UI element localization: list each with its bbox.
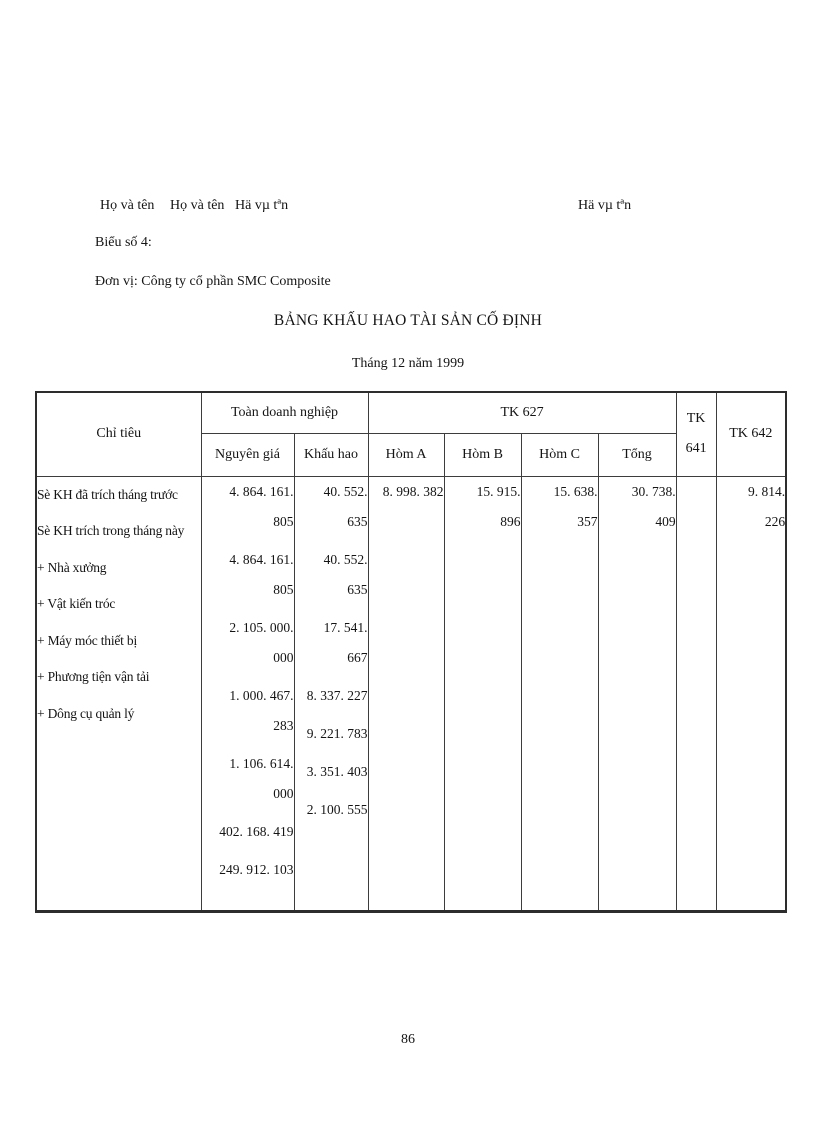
amount-line: 15. 638. — [553, 483, 598, 499]
amount-entry: 17. 541. 667 — [295, 613, 368, 673]
header-hom-b: Hòm B — [443, 432, 522, 477]
form-number: Biểu số 4: — [95, 235, 152, 250]
amount-line: 1. 000. 467. — [229, 687, 294, 703]
label-line: Sè KH trích trong tháng này — [37, 523, 185, 538]
amount-entry: 2. 100. 555 — [295, 795, 368, 825]
header-toan-doanh-nghiep: Toàn doanh nghiệp — [200, 391, 369, 434]
label-line: + Máy móc thiết bị — [37, 632, 137, 648]
cell-khau-hao: 40. 552. 635 40. 552. 635 17. 541. 667 8… — [293, 475, 369, 912]
header-khau-hao: Khấu hao — [293, 432, 369, 477]
amount-entry: 2. 105. 000. 000 — [202, 613, 294, 673]
cell-chi-tieu: Sè KH đã trích tháng trước Sè KH trích t… — [35, 475, 202, 912]
amount-line: 000 — [273, 649, 294, 665]
amount-line: 1. 106. 614. — [229, 755, 294, 771]
amount-line: 635 — [347, 513, 368, 529]
amount-entry: 3. 351. 403 — [295, 757, 368, 787]
amount-line: 15. 915. — [476, 483, 521, 499]
header-tk641: TK 641 — [675, 391, 717, 477]
amount-entry: 40. 552. 635 — [295, 477, 368, 537]
header-hom-a: Hòm A — [367, 432, 445, 477]
amount-entry: 4. 864. 161. 805 — [202, 477, 294, 537]
amount-line: 4. 864. 161. — [229, 551, 294, 567]
header-tk642: TK 642 — [715, 391, 787, 477]
page-number: 86 — [401, 1032, 415, 1047]
header-tk641-line2: 641 — [685, 441, 707, 457]
amount-line: 805 — [273, 581, 294, 597]
amount-line: 357 — [577, 513, 598, 529]
amount-line: 2. 100. 555 — [306, 801, 368, 817]
name-label-3: Hä vµ tªn — [235, 198, 289, 213]
amount-line: 8. 998. 382 — [382, 483, 444, 499]
cell-hom-b: 15. 915. 896 — [443, 475, 522, 912]
depreciation-table: Chỉ tiêu Toàn doanh nghiệp TK 627 TK 641… — [35, 391, 788, 913]
amount-line: 896 — [500, 513, 521, 529]
label-line: + Dông cụ quản lý — [37, 705, 135, 721]
name-label-right: Hä vµ tªn — [578, 198, 632, 213]
amount-line: 40. 552. — [323, 551, 368, 567]
label-line: + Phương tiện vận tải — [37, 669, 150, 684]
amount-line: 3. 351. 403 — [306, 763, 368, 779]
document-subtitle: Tháng 12 năm 1999 — [351, 356, 465, 371]
header-tk627: TK 627 — [367, 391, 677, 434]
amount-entry: 40. 552. 635 — [295, 545, 368, 605]
amount-entry: 402. 168. 419 — [202, 817, 294, 847]
amount-line: 4. 864. 161. — [229, 483, 294, 499]
cell-hom-a: 8. 998. 382 — [367, 475, 445, 912]
amount-line: 249. 912. 103 — [219, 861, 294, 877]
header-chi-tieu: Chỉ tiêu — [35, 391, 202, 477]
amount-entry: 1. 106. 614. 000 — [202, 749, 294, 809]
header-tk641-line1: TK — [686, 411, 706, 427]
amount-line: 805 — [273, 513, 294, 529]
header-hom-c: Hòm C — [520, 432, 599, 477]
amount-line: 17. 541. — [323, 619, 368, 635]
header-nguyen-gia: Nguyên giá — [200, 432, 295, 477]
header-tong: Tổng — [597, 432, 677, 477]
amount-line: 409 — [655, 513, 676, 529]
cell-tk642: 9. 814. 226 — [715, 475, 787, 912]
label-line: + Vật kiến tróc — [37, 596, 116, 611]
amount-entry: 8. 337. 227 — [295, 681, 368, 711]
amount-line: 000 — [273, 785, 294, 801]
amount-line: 635 — [347, 581, 368, 597]
cell-nguyen-gia: 4. 864. 161. 805 4. 864. 161. 805 2. 105… — [200, 475, 295, 912]
amount-entry: 1. 000. 467. 283 — [202, 681, 294, 741]
name-label-1: Họ và tên — [100, 198, 155, 213]
document-title: BẢNG KHẤU HAO TÀI SẢN CỐ ĐỊNH — [273, 312, 543, 329]
label-line: Sè KH đã trích tháng trước — [37, 486, 178, 502]
label-line: + Nhà xưởng — [37, 559, 107, 575]
amount-line: 667 — [347, 649, 368, 665]
cell-tong: 30. 738. 409 — [597, 475, 677, 912]
cell-tk641 — [675, 475, 717, 912]
amount-entry: 9. 221. 783 — [295, 719, 368, 749]
amount-line: 283 — [273, 717, 294, 733]
amount-entry: 249. 912. 103 — [202, 855, 294, 885]
amount-line: 8. 337. 227 — [306, 687, 368, 703]
amount-line: 9. 221. 783 — [306, 725, 368, 741]
amount-line: 9. 814. — [747, 483, 786, 499]
company-unit-line: Đơn vị: Công ty cổ phần SMC Composite — [95, 274, 331, 289]
amount-entry: 4. 864. 161. 805 — [202, 545, 294, 605]
name-label-2: Họ và tên — [170, 198, 225, 213]
cell-hom-c: 15. 638. 357 — [520, 475, 599, 912]
amount-line: 2. 105. 000. — [229, 619, 294, 635]
amount-line: 226 — [764, 513, 786, 529]
amount-line: 402. 168. 419 — [219, 823, 294, 839]
amount-line: 30. 738. — [631, 483, 676, 499]
amount-line: 40. 552. — [323, 483, 368, 499]
